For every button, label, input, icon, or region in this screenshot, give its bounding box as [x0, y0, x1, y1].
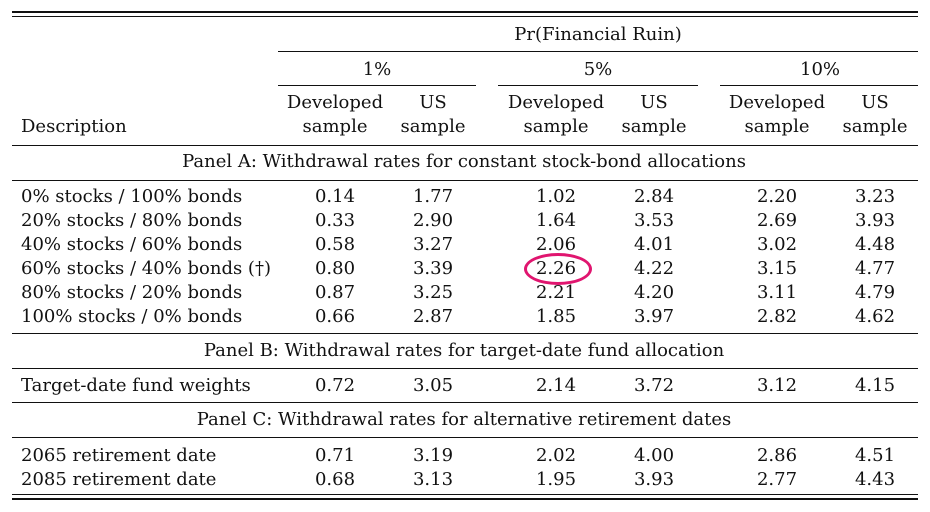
- group-rule-2: [498, 85, 698, 86]
- table-cell: 4.01: [633, 234, 675, 255]
- subheader-line1: Developed: [286, 92, 384, 113]
- table-cell: 2.69: [756, 210, 798, 231]
- table-cell: 0.66: [314, 306, 356, 327]
- subheader-line2: sample: [302, 116, 368, 137]
- group-header-5pct: 5%: [583, 59, 613, 80]
- description-header: Description: [21, 116, 127, 137]
- table-cell: 1.95: [535, 469, 577, 490]
- row-label: 40% stocks / 60% bonds: [21, 234, 243, 255]
- subheader-line1: US: [419, 92, 447, 113]
- subheader-line1: Developed: [728, 92, 826, 113]
- table-cell: 4.51: [854, 445, 896, 466]
- subheader-line2: sample: [744, 116, 810, 137]
- row-label: 0% stocks / 100% bonds: [21, 186, 243, 207]
- group-rule-3: [720, 85, 918, 86]
- top-rule-1: [12, 11, 918, 13]
- subheader-line1: Developed: [507, 92, 605, 113]
- row-label: 60% stocks / 40% bonds (†): [21, 258, 271, 279]
- table-cell: 2.14: [535, 375, 577, 396]
- table-cell: 2.84: [633, 186, 675, 207]
- subheader-line2: sample: [621, 116, 687, 137]
- table-cell: 3.19: [412, 445, 454, 466]
- table-cell: 3.12: [756, 375, 798, 396]
- table-cell: 0.58: [314, 234, 356, 255]
- table-cell: 2.02: [535, 445, 577, 466]
- panel-a-title: Panel A: Withdrawal rates for constant s…: [182, 151, 746, 172]
- table-cell: 4.22: [633, 258, 675, 279]
- super-title: Pr(Financial Ruin): [514, 24, 682, 45]
- table-cell: 3.15: [756, 258, 798, 279]
- table-cell: 3.93: [854, 210, 896, 231]
- table-cell: 0.72: [314, 375, 356, 396]
- group-header-1pct: 1%: [362, 59, 392, 80]
- table-cell: 4.20: [633, 282, 675, 303]
- bottom-rule-1: [12, 494, 918, 495]
- table-cell: 1.02: [535, 186, 577, 207]
- table-cell: 3.97: [633, 306, 675, 327]
- super-title-rule: [278, 51, 918, 52]
- table-cell: 3.53: [633, 210, 675, 231]
- row-label: 2085 retirement date: [21, 469, 217, 490]
- group-header-10pct: 10%: [799, 59, 841, 80]
- panel-a-bottom-rule: [12, 333, 918, 334]
- table-cell: 3.05: [412, 375, 454, 396]
- row-label: 2065 retirement date: [21, 445, 217, 466]
- table-cell: 2.86: [756, 445, 798, 466]
- table-cell: 1.77: [412, 186, 454, 207]
- table-cell: 4.62: [854, 306, 896, 327]
- table-cell: 1.64: [535, 210, 577, 231]
- table-cell: 3.72: [633, 375, 675, 396]
- panel-c-title: Panel C: Withdrawal rates for alternativ…: [196, 409, 732, 430]
- table-cell: 4.48: [854, 234, 896, 255]
- table-cell: 2.21: [535, 282, 577, 303]
- table-cell: 2.90: [412, 210, 454, 231]
- table-cell: 0.80: [314, 258, 356, 279]
- table-cell: 1.85: [535, 306, 577, 327]
- table-cell: 2.06: [535, 234, 577, 255]
- row-label: 20% stocks / 80% bonds: [21, 210, 243, 231]
- table-cell: 2.82: [756, 306, 798, 327]
- group-rule-1: [278, 85, 476, 86]
- panel-a-title-rule: [12, 180, 918, 181]
- highlight-ellipse: [524, 253, 592, 285]
- table-cell: 3.13: [412, 469, 454, 490]
- row-label: 80% stocks / 20% bonds: [21, 282, 243, 303]
- panel-b-bottom-rule: [12, 402, 918, 403]
- subheader-line2: sample: [400, 116, 466, 137]
- table-cell: 3.25: [412, 282, 454, 303]
- table-cell: 4.79: [854, 282, 896, 303]
- subheader-line2: sample: [523, 116, 589, 137]
- panel-c-title-rule: [12, 437, 918, 438]
- panel-b-title: Panel B: Withdrawal rates for target-dat…: [203, 340, 725, 361]
- table-cell: 3.93: [633, 469, 675, 490]
- table-cell: 3.27: [412, 234, 454, 255]
- table-cell: 0.68: [314, 469, 356, 490]
- table-cell: 0.14: [314, 186, 356, 207]
- table-cell: 0.87: [314, 282, 356, 303]
- subheader-line1: US: [861, 92, 889, 113]
- header-bottom-rule: [12, 145, 918, 146]
- table-cell: 4.77: [854, 258, 896, 279]
- row-label: Target-date fund weights: [21, 375, 251, 396]
- table-cell: 0.71: [314, 445, 356, 466]
- table-cell: 4.43: [854, 469, 896, 490]
- bottom-rule-2: [12, 498, 918, 500]
- table-cell: 0.33: [314, 210, 356, 231]
- table-cell: 3.39: [412, 258, 454, 279]
- subheader-line2: sample: [842, 116, 908, 137]
- top-rule-2: [12, 16, 918, 17]
- row-label: 100% stocks / 0% bonds: [21, 306, 243, 327]
- table-cell: 3.11: [756, 282, 798, 303]
- panel-b-title-rule: [12, 368, 918, 369]
- subheader-line1: US: [640, 92, 668, 113]
- table-cell: 2.20: [756, 186, 798, 207]
- table-cell: 2.77: [756, 469, 798, 490]
- table-cell: 4.00: [633, 445, 675, 466]
- table-cell: 2.87: [412, 306, 454, 327]
- table-cell: 3.23: [854, 186, 896, 207]
- table-cell: 4.15: [854, 375, 896, 396]
- table-cell: 3.02: [756, 234, 798, 255]
